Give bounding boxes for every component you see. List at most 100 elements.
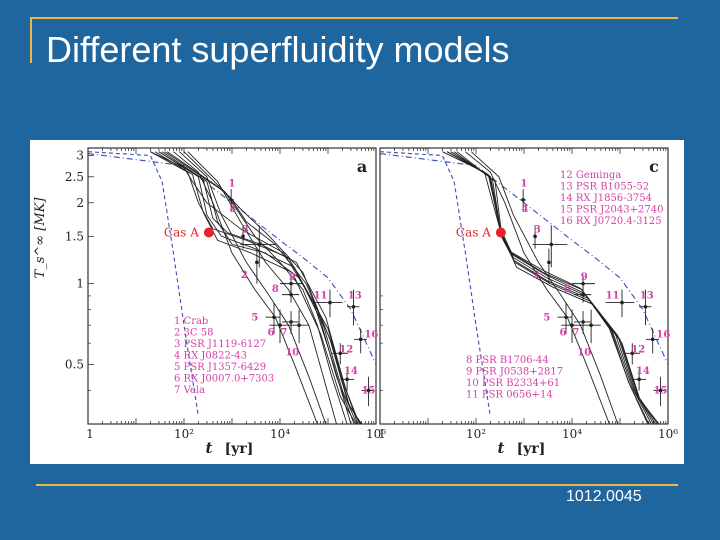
source-label: 16	[364, 329, 378, 340]
legend-entry: 11 PSR 0656+14	[466, 390, 553, 401]
legend-entry: 8 PSR B1706-44	[466, 355, 549, 366]
legend-entry: 13 PSR B1055-52	[560, 182, 649, 193]
source-point	[328, 300, 332, 305]
source-label: 9	[289, 272, 296, 283]
reference-curve-dashed	[380, 151, 491, 417]
source-point	[289, 292, 293, 297]
y-tick-label: 1.5	[65, 229, 84, 243]
source-point	[289, 320, 293, 324]
source-point	[255, 260, 259, 265]
legend-entry: 3 PSR J1119-6127	[174, 339, 266, 350]
source-point	[366, 388, 371, 393]
cooling-curve	[453, 151, 656, 424]
source-point	[581, 292, 585, 297]
source-label: 1	[229, 179, 236, 190]
source-label: 13	[640, 291, 654, 302]
slide-title: Different superfluidity models	[46, 29, 510, 70]
source-point	[533, 234, 537, 239]
source-label: 12	[631, 344, 645, 355]
legend-entry: 16 RX J0720.4-3125	[560, 216, 662, 227]
x-axis-label: t	[498, 439, 505, 457]
x-tick-label: 10²	[174, 427, 194, 441]
source-label: 4	[522, 204, 529, 215]
legend-entry: 2 3C 58	[174, 328, 213, 339]
y-axis-label: T_s^∞ [MK]	[33, 197, 48, 279]
y-tick-label: 0.5	[65, 357, 84, 371]
source-point	[581, 320, 585, 324]
source-point	[338, 351, 343, 356]
source-point	[564, 315, 568, 319]
source-label: 5	[543, 312, 550, 323]
x-tick-label: 10⁶	[366, 427, 386, 441]
source-label: 10	[577, 347, 591, 358]
legend-entry: 6 RX J0007.0+7303	[174, 374, 274, 385]
legend-entry: 5 PSR J1357-6429	[174, 362, 266, 373]
source-label: 7	[280, 328, 287, 339]
source-label: 6	[560, 328, 567, 339]
source-label: 4	[230, 204, 237, 215]
x-axis-label: t	[206, 439, 213, 457]
source-label: 2	[241, 270, 248, 281]
source-point	[297, 323, 301, 328]
source-point	[521, 198, 525, 202]
x-axis-unit: [yr]	[225, 441, 254, 457]
source-point	[637, 377, 641, 382]
source-label: 14	[636, 366, 650, 377]
y-tick-label: 2	[76, 196, 84, 210]
source-point	[278, 323, 282, 328]
title-top-rule	[30, 17, 678, 19]
source-label: 8	[272, 284, 279, 295]
cas-a-label: Cas A	[456, 226, 491, 240]
legend-entry: 15 PSR J2043+2740	[560, 205, 663, 216]
legend-entry: 10 PSR B2334+61	[466, 378, 560, 389]
cooling-curve	[173, 151, 318, 424]
source-label: 11	[314, 291, 328, 302]
source-label: 9	[581, 272, 588, 283]
source-point	[630, 351, 635, 356]
legend-entry: 14 RX J1856-3754	[560, 193, 652, 204]
source-label: 15	[654, 385, 668, 396]
source-point	[581, 281, 585, 286]
cooling-curve	[470, 151, 619, 424]
cooling-curves-figure: 1 10² 10⁴ 10⁶ 3 2.5 2 1.5 1 0.5 T_s^∞ [MK] t [yr] a 1 4…	[30, 140, 684, 464]
source-point	[229, 198, 233, 202]
source-point	[257, 242, 262, 247]
reference-curve-dashed	[88, 151, 199, 417]
cooling-curve	[161, 151, 360, 424]
source-label: 6	[268, 328, 275, 339]
source-point	[643, 304, 648, 309]
y-tick-label: 3	[76, 149, 84, 163]
cooling-curve	[150, 151, 352, 424]
source-point	[241, 234, 245, 239]
source-label: 3	[242, 225, 249, 236]
x-axis-unit: [yr]	[517, 441, 546, 457]
source-label: 2	[533, 270, 540, 281]
legend-entry: 1 Crab	[174, 316, 208, 327]
panel-letter: c	[649, 157, 659, 176]
y-tick-label: 1	[76, 277, 84, 291]
source-label: 16	[656, 329, 670, 340]
source-label: 10	[285, 347, 299, 358]
source-label: 8	[564, 284, 571, 295]
x-tick-label: 10⁴	[270, 427, 290, 441]
source-label: 15	[362, 385, 376, 396]
x-tick-label: 1	[378, 427, 386, 441]
cas-a-label: Cas A	[164, 226, 199, 240]
x-tick-label: 1	[86, 427, 94, 441]
source-label: 11	[606, 291, 620, 302]
source-point	[620, 300, 624, 305]
source-point	[272, 315, 276, 319]
y-tick-label: 2.5	[65, 170, 84, 184]
cooling-curve	[465, 151, 610, 424]
reference-number: 1012.0045	[566, 488, 642, 505]
source-label: 7	[572, 328, 579, 339]
x-tick-label: 10⁴	[562, 427, 582, 441]
source-point	[351, 304, 356, 309]
source-point	[358, 337, 363, 342]
source-point	[549, 242, 554, 247]
source-point	[547, 260, 551, 265]
cooling-curve	[178, 151, 327, 424]
